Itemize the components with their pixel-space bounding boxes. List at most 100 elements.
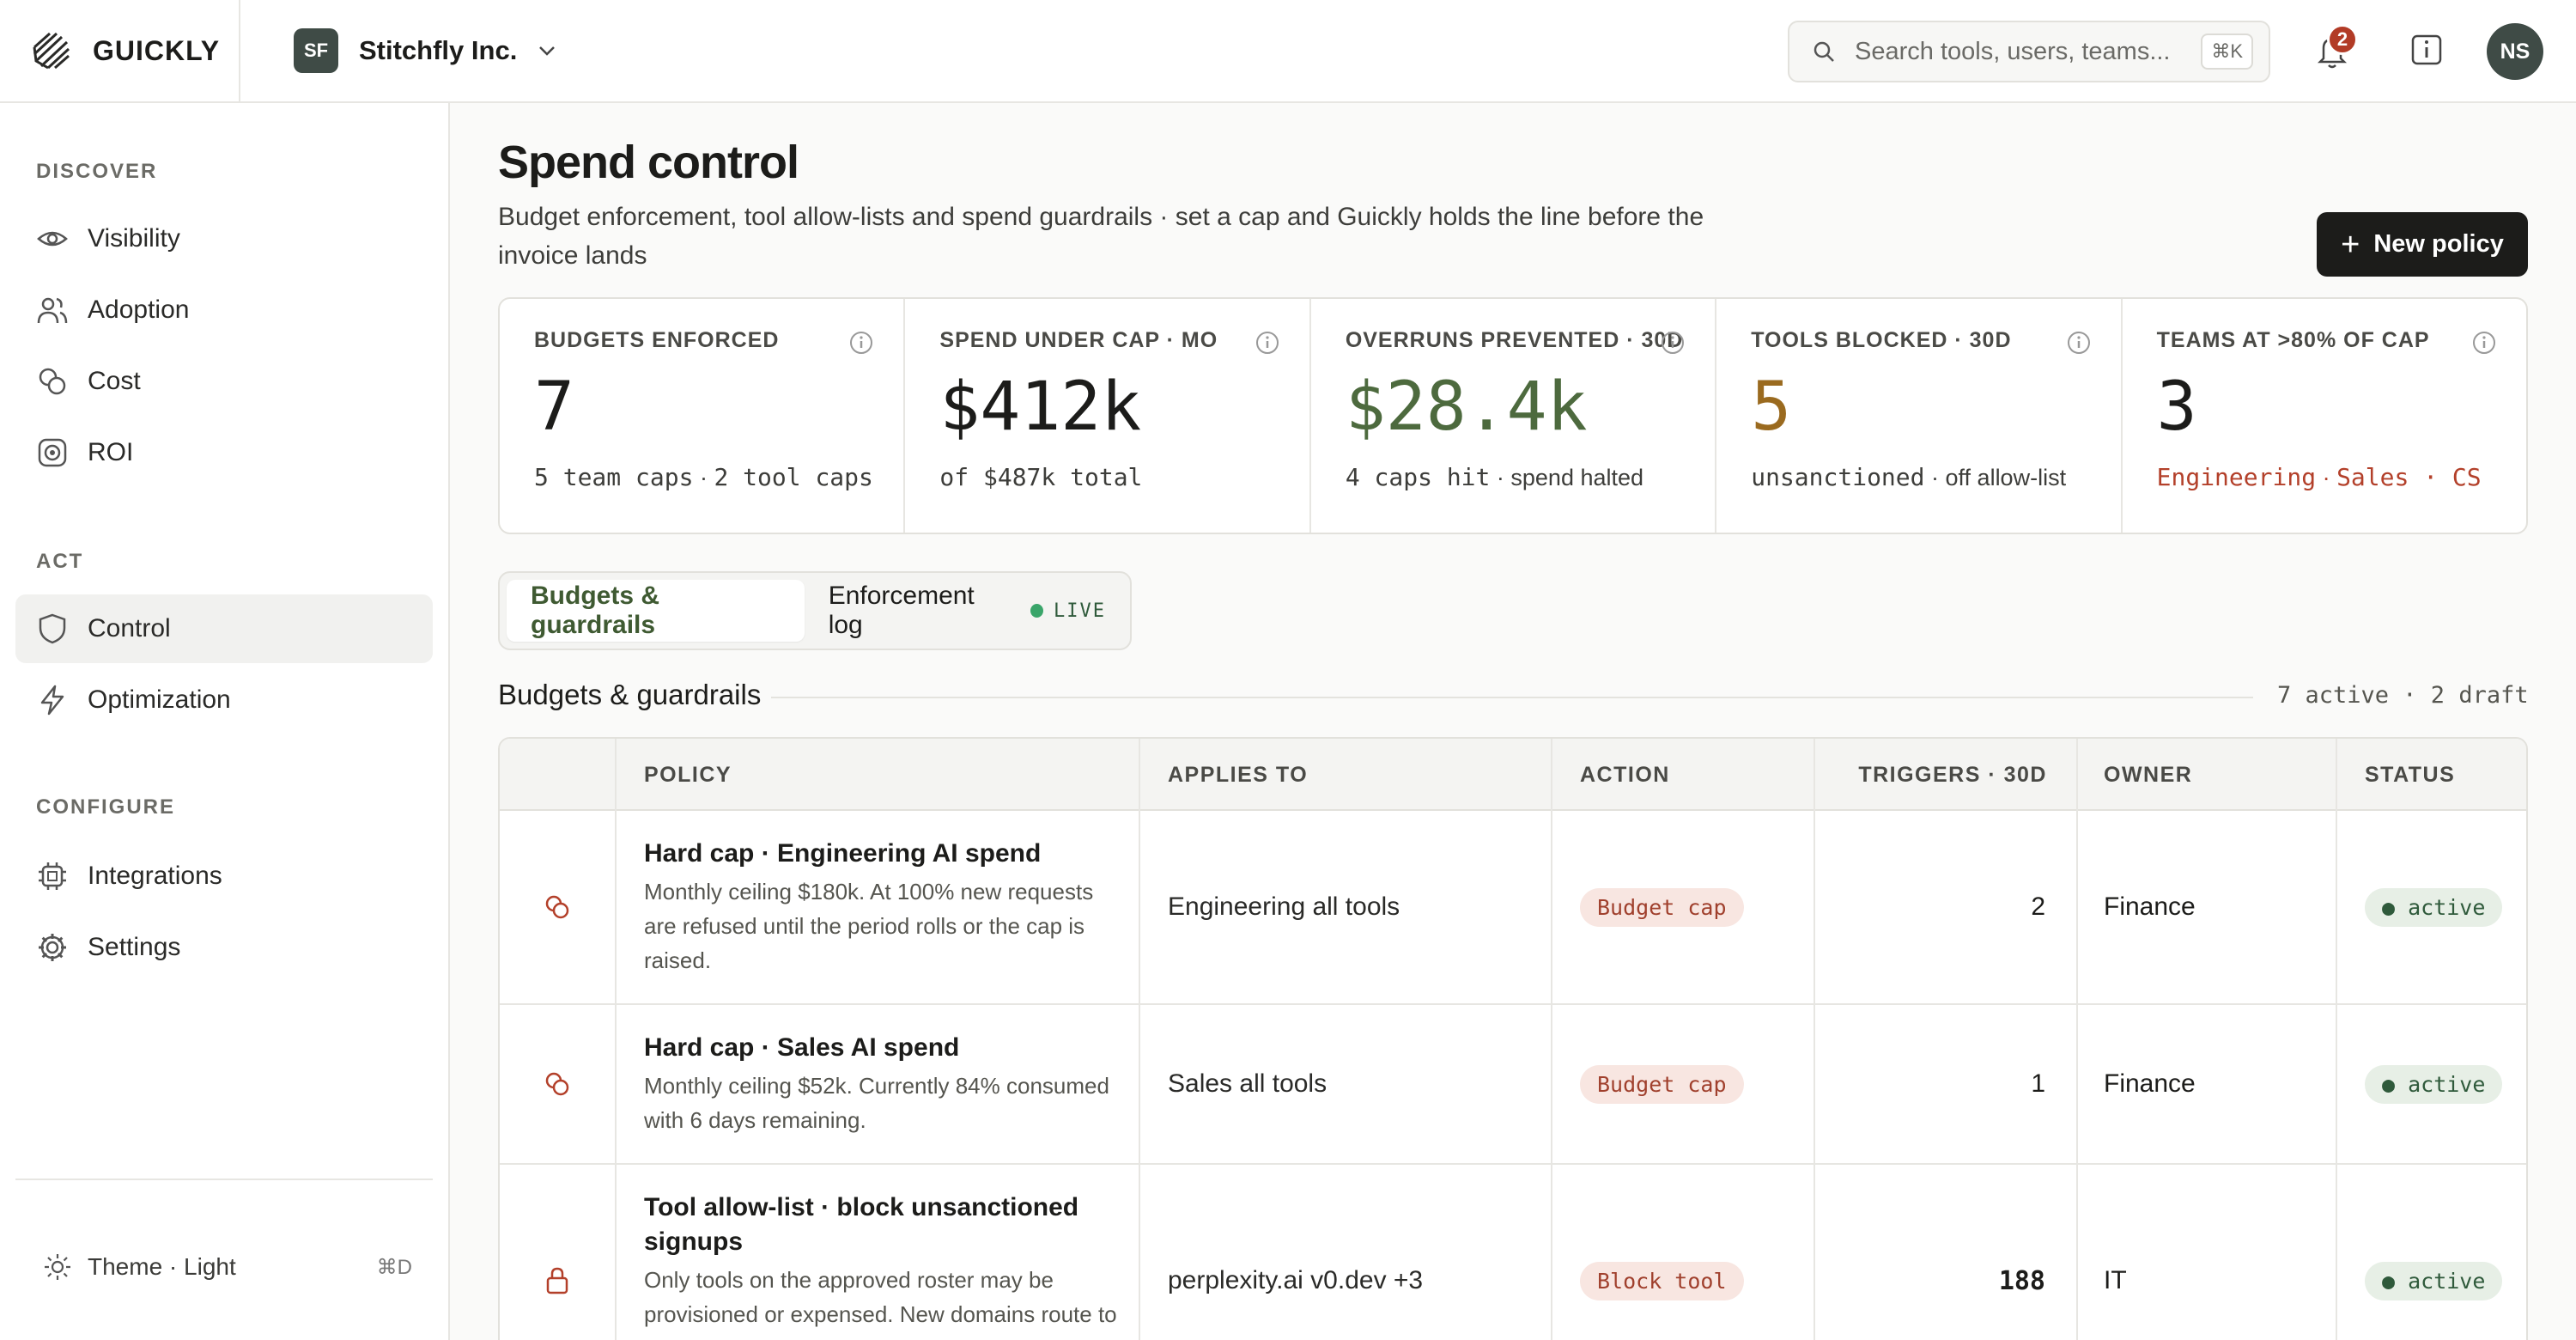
- sidebar-item-label: Optimization: [88, 685, 231, 714]
- kpi-footnote: unsanctioned · off allow-list: [1751, 463, 2067, 491]
- tab-bar: Budgets & guardrails Enforcement log LIV…: [498, 571, 1132, 650]
- policy-title: Hard cap · Sales AI spend: [644, 1033, 960, 1062]
- sidebar: DISCOVER Visibility Adoption Cost ROI A: [0, 103, 450, 1340]
- policies-table: POLICY APPLIES TO ACTION TRIGGERS · 30D …: [498, 737, 2528, 1340]
- notification-badge: 2: [2327, 24, 2358, 55]
- kpi-value: $28.4k: [1345, 368, 1588, 446]
- nav-group-configure: CONFIGURE: [36, 795, 175, 819]
- column-header-status[interactable]: STATUS: [2365, 762, 2456, 787]
- triggers-cell: 1: [1814, 1005, 2076, 1163]
- triggers-count: 2: [2031, 892, 2045, 921]
- brand[interactable]: GUICKLY: [0, 0, 240, 102]
- info-icon[interactable]: [2471, 330, 2497, 356]
- kpi-teams-over-cap: TEAMS AT >80% OF CAP 3 Engineering · Sal…: [2123, 299, 2526, 533]
- status-cell: ● active: [2365, 1005, 2503, 1163]
- kpi-value: 5: [1751, 368, 1792, 446]
- new-policy-label: New policy: [2373, 230, 2504, 258]
- column-header-applies-to[interactable]: APPLIES TO: [1168, 762, 1309, 787]
- table-row[interactable]: Hard cap · Engineering AI spend Monthly …: [500, 811, 2526, 1005]
- info-icon[interactable]: [2409, 33, 2444, 67]
- action-cell: Budget cap: [1580, 1005, 1744, 1163]
- kpi-spend-under-cap: SPEND UNDER CAP · MO $412k of $487k tota…: [905, 299, 1311, 533]
- sidebar-item-cost[interactable]: Cost: [15, 347, 433, 416]
- chip-icon: [39, 862, 66, 890]
- sidebar-item-roi[interactable]: ROI: [15, 418, 433, 487]
- nav-group-discover: DISCOVER: [36, 160, 158, 183]
- policy-title: Tool allow-list · block unsanctioned sig…: [644, 1193, 1079, 1256]
- shield-icon: [39, 613, 66, 644]
- triggers-cell: 188: [1814, 1165, 2076, 1340]
- sun-icon: [45, 1254, 70, 1280]
- search-icon: [1814, 41, 1834, 62]
- status-badge: ● active: [2365, 1261, 2503, 1300]
- target-icon: [38, 438, 67, 467]
- applies-to: perplexity.ai v0.dev +3: [1168, 1266, 1424, 1294]
- policy-cell: Tool allow-list · block unsanctioned sig…: [644, 1165, 1125, 1340]
- theme-toggle[interactable]: Theme · Light ⌘D: [43, 1246, 412, 1288]
- coins-icon: [545, 895, 569, 919]
- policy-description: Monthly ceiling $52k. Currently 84% cons…: [644, 1073, 1109, 1133]
- live-indicator-icon: [1030, 604, 1044, 618]
- sidebar-item-label: ROI: [88, 438, 134, 466]
- sidebar-item-label: Control: [88, 614, 171, 643]
- section-meta: 7 active · 2 draft: [2277, 682, 2529, 709]
- action-cell: Block tool: [1580, 1165, 1744, 1340]
- info-icon[interactable]: [2066, 330, 2092, 356]
- tab-label: Enforcement log: [828, 582, 975, 639]
- column-divider: [2076, 739, 2078, 1340]
- sidebar-divider: [15, 1179, 433, 1180]
- policy-description: Monthly ceiling $180k. At 100% new reque…: [644, 879, 1094, 973]
- avatar[interactable]: NS: [2487, 23, 2543, 80]
- action-badge: Budget cap: [1580, 887, 1744, 927]
- org-switcher[interactable]: SF Stitchfly Inc.: [240, 0, 556, 102]
- status-cell: ● active: [2365, 1165, 2503, 1340]
- sidebar-item-label: Adoption: [88, 295, 190, 324]
- search-input[interactable]: Search tools, users, teams... ⌘K: [1788, 21, 2270, 82]
- sidebar-item-integrations[interactable]: Integrations: [15, 842, 433, 911]
- table-row[interactable]: Tool allow-list · block unsanctioned sig…: [500, 1165, 2526, 1340]
- column-header-owner[interactable]: OWNER: [2104, 762, 2193, 787]
- gear-icon: [39, 934, 66, 961]
- triggers-count: 1: [2031, 1069, 2045, 1098]
- owner: Finance: [2104, 892, 2196, 921]
- tab-enforcement-log[interactable]: Enforcement log LIVE: [805, 580, 1130, 642]
- users-icon: [37, 297, 68, 324]
- sidebar-item-visibility[interactable]: Visibility: [15, 204, 433, 273]
- column-divider: [1139, 739, 1140, 1340]
- coins-icon: [545, 1072, 569, 1096]
- brand-logo-icon: [33, 32, 70, 70]
- column-header-action[interactable]: ACTION: [1580, 762, 1670, 787]
- owner: IT: [2104, 1266, 2127, 1294]
- table-header: POLICY APPLIES TO ACTION TRIGGERS · 30D …: [500, 739, 2526, 811]
- section-divider: [771, 697, 2253, 698]
- sidebar-item-label: Settings: [88, 933, 181, 961]
- search-placeholder: Search tools, users, teams...: [1855, 37, 2171, 65]
- column-header-triggers[interactable]: TRIGGERS · 30D: [1858, 762, 2047, 787]
- kpi-label: OVERRUNS PREVENTED · 30D: [1345, 328, 1684, 352]
- section-title: Budgets & guardrails: [498, 679, 762, 710]
- table-row[interactable]: Hard cap · Sales AI spend Monthly ceilin…: [500, 1005, 2526, 1165]
- info-icon[interactable]: [848, 330, 874, 356]
- sidebar-item-adoption[interactable]: Adoption: [15, 276, 433, 344]
- info-icon[interactable]: [1255, 330, 1280, 356]
- kpi-tools-blocked: TOOLS BLOCKED · 30D 5 unsanctioned · off…: [1716, 299, 2123, 533]
- new-policy-button[interactable]: + New policy: [2317, 212, 2528, 277]
- column-header-policy[interactable]: POLICY: [644, 762, 732, 787]
- kpi-footnote: of $487k total: [939, 463, 1143, 491]
- kpi-overruns-prevented: OVERRUNS PREVENTED · 30D $28.4k 4 caps h…: [1311, 299, 1717, 533]
- sidebar-item-settings[interactable]: Settings: [15, 913, 433, 982]
- sidebar-item-control[interactable]: Control: [15, 594, 433, 663]
- org-name: Stitchfly Inc.: [359, 35, 518, 65]
- tab-budgets-guardrails[interactable]: Budgets & guardrails: [507, 580, 805, 642]
- live-badge: LIVE: [1054, 600, 1106, 622]
- nav-group-act: ACT: [36, 550, 84, 573]
- triggers-count: 188: [1998, 1265, 2045, 1296]
- info-icon[interactable]: [1660, 330, 1686, 356]
- kpi-strip: BUDGETS ENFORCED 7 5 team caps · 2 tool …: [498, 297, 2528, 534]
- policy-description: Only tools on the approved roster may be…: [644, 1267, 1117, 1327]
- plus-icon: +: [2341, 226, 2360, 263]
- sidebar-item-label: Visibility: [88, 224, 180, 253]
- kpi-label: SPEND UNDER CAP · MO: [939, 328, 1218, 352]
- sidebar-item-optimization[interactable]: Optimization: [15, 666, 433, 734]
- coins-icon: [39, 368, 66, 395]
